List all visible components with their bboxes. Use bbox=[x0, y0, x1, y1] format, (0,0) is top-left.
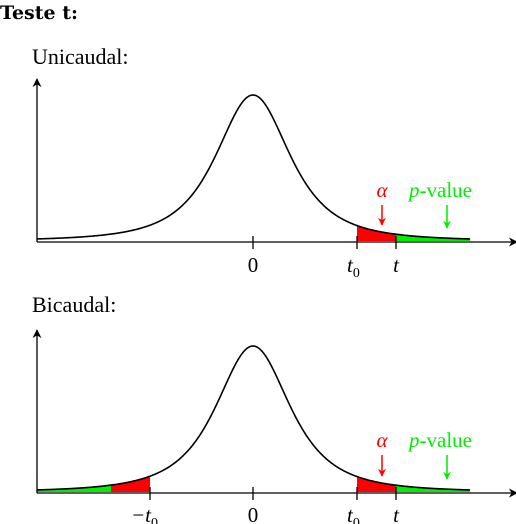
tick-label-t: t bbox=[393, 503, 400, 524]
tick-label-zero: 0 bbox=[248, 503, 259, 524]
panel-label: Bicaudal: bbox=[32, 292, 116, 317]
tick-label-zero: 0 bbox=[248, 253, 259, 277]
p-value-label: p-value bbox=[407, 178, 472, 202]
tick-label-t: t bbox=[393, 253, 400, 277]
tick-label-t0: t0 bbox=[347, 253, 360, 281]
panel-label: Unicaudal: bbox=[32, 44, 129, 69]
panel-one-tailed: Unicaudal: 0 t0 t α p-value bbox=[32, 44, 516, 281]
figure-title: Teste t: bbox=[0, 2, 78, 24]
alpha-label: α bbox=[376, 178, 388, 202]
alpha-label: α bbox=[376, 428, 388, 452]
t-distribution-curve bbox=[36, 345, 471, 491]
panel-two-tailed: Bicaudal: −t0 0 t0 t α p-value bbox=[32, 292, 516, 524]
tick-label-t0: t0 bbox=[347, 503, 360, 524]
p-value-label: p-value bbox=[407, 428, 472, 452]
t-distribution-curve bbox=[36, 94, 471, 240]
tick-label-minus-t0: −t0 bbox=[131, 503, 158, 524]
